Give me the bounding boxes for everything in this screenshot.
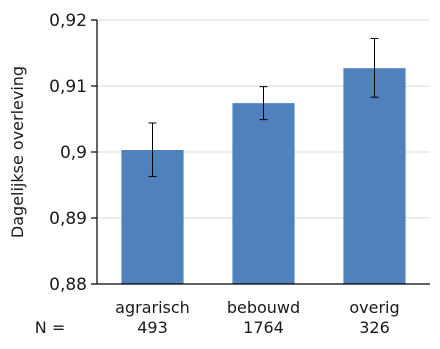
count-label: 1764 <box>243 318 284 337</box>
count-label: 493 <box>137 318 168 337</box>
y-axis-label: Dagelijkse overleving <box>8 66 27 238</box>
y-tick-labels: 0,88 0,89 0,9 0,91 0,92 <box>49 11 87 295</box>
y-tick-label: 0,88 <box>49 275 87 295</box>
y-tick-label: 0,91 <box>49 77 87 97</box>
error-bars <box>148 37 379 177</box>
y-tick-label: 0,9 <box>60 143 87 163</box>
category-label: bebouwd <box>227 298 300 317</box>
y-tick-label: 0,92 <box>49 11 87 31</box>
counts-label: N = <box>35 318 65 337</box>
category-label: agrarisch <box>115 298 190 317</box>
count-label: 326 <box>359 318 390 337</box>
y-tick-label: 0,89 <box>49 209 87 229</box>
bar <box>232 103 295 284</box>
bar <box>343 68 406 285</box>
axes <box>91 19 430 285</box>
category-label: overig <box>349 298 399 317</box>
